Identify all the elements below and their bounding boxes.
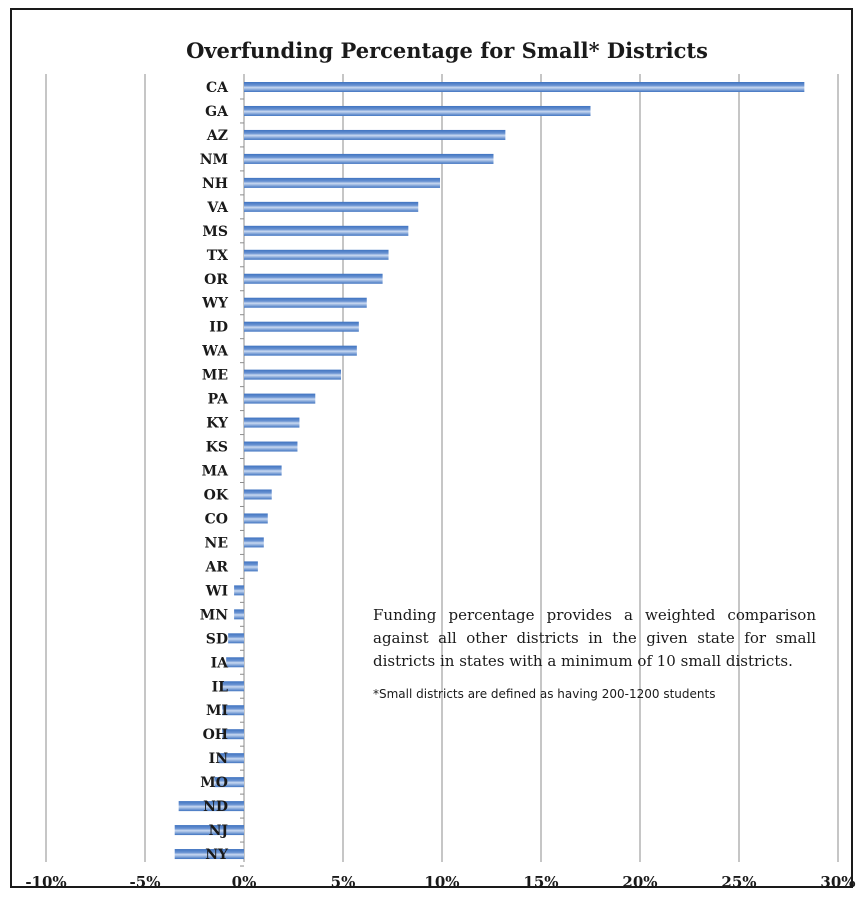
bar-mn — [234, 609, 244, 620]
footnote: *Small districts are defined as having 2… — [373, 687, 716, 701]
category-label-co: CO — [205, 511, 228, 527]
x-tick-label: -10% — [25, 873, 66, 891]
bar-sd — [228, 633, 244, 644]
category-label-ne: NE — [205, 535, 228, 551]
bar-ca — [244, 82, 805, 92]
bar-co — [244, 513, 268, 524]
bar-ks — [244, 441, 298, 452]
bar-mi — [222, 705, 244, 716]
category-label-ca: CA — [206, 80, 229, 96]
category-label-nm: NM — [200, 152, 228, 168]
bar-ms — [244, 225, 409, 236]
bar-il — [222, 681, 244, 692]
bar-pa — [244, 393, 316, 404]
bar-wa — [244, 345, 357, 356]
category-label-ar: AR — [205, 559, 229, 575]
category-label-il: IL — [212, 679, 229, 695]
x-tick-label: 25% — [721, 873, 756, 891]
bar-az — [244, 129, 506, 140]
category-label-in: IN — [209, 751, 229, 767]
category-label-nd: ND — [203, 799, 228, 815]
category-label-mi: MI — [206, 703, 228, 719]
x-tick-label: 20% — [622, 873, 657, 891]
bar-ny — [174, 849, 244, 860]
category-label-wi: WI — [205, 583, 228, 599]
category-label-oh: OH — [203, 727, 228, 743]
category-label-ny: NY — [205, 847, 229, 863]
category-label-id: ID — [209, 320, 228, 336]
x-tick-label: -5% — [130, 873, 161, 891]
x-tick-label: 10% — [424, 873, 459, 891]
category-label-wa: WA — [201, 344, 229, 360]
annotation-box: Funding percentage provides a weighted c… — [373, 604, 816, 701]
bar-va — [244, 201, 419, 212]
bar-nj — [174, 825, 244, 836]
x-tick-label: 30% — [820, 873, 855, 891]
bar-in — [218, 753, 244, 764]
bar-ar — [244, 561, 258, 572]
bar-wi — [234, 585, 244, 596]
category-label-sd: SD — [206, 631, 228, 647]
category-label-mo: MO — [200, 775, 228, 791]
bar-oh — [222, 729, 244, 740]
grid-lines — [45, 74, 839, 867]
chart-title: Overfunding Percentage for Small* Distri… — [186, 38, 708, 63]
category-label-mn: MN — [200, 607, 228, 623]
bar-ne — [244, 537, 264, 548]
category-label-az: AZ — [206, 128, 228, 144]
x-axis-tick-labels: -10% -5% 0% 5% 10% 15% 20% 25% 30% — [25, 873, 855, 891]
bar-id — [244, 321, 359, 332]
bar-mo — [214, 777, 244, 788]
category-label-wy: WY — [201, 296, 229, 312]
x-tick-label: 15% — [523, 873, 558, 891]
bar-wy — [244, 297, 367, 308]
category-label-ks: KS — [206, 440, 228, 456]
category-label-ms: MS — [202, 224, 228, 240]
bar-nd — [178, 801, 244, 812]
category-label-or: OR — [204, 272, 228, 288]
bar-or — [244, 273, 383, 284]
bar-ga — [244, 105, 591, 116]
category-label-ga: GA — [205, 104, 229, 120]
category-label-ma: MA — [202, 464, 229, 480]
bar-ia — [226, 657, 244, 668]
category-label-va: VA — [206, 200, 229, 216]
category-labels: CA GA AZ NM NH VA MS TX OR WY ID WA ME PA KY KS MA OK CO NE… — [200, 80, 229, 863]
bar-nh — [244, 177, 441, 188]
bar-ky — [244, 417, 300, 428]
annotation-text: Funding percentage provides a weighted c… — [373, 606, 816, 670]
category-label-me: ME — [202, 368, 228, 384]
x-tick-label: 0% — [232, 873, 257, 891]
category-label-nh: NH — [202, 176, 228, 192]
category-label-ok: OK — [204, 487, 229, 503]
category-label-ia: IA — [211, 655, 230, 671]
bar-ma — [244, 465, 282, 476]
bars — [174, 82, 805, 860]
bar-ok — [244, 489, 272, 500]
x-tick-label: 5% — [331, 873, 356, 891]
bar-me — [244, 369, 342, 380]
category-label-ky: KY — [206, 416, 229, 432]
category-label-tx: TX — [207, 248, 228, 264]
bar-tx — [244, 249, 389, 260]
category-label-pa: PA — [208, 392, 230, 408]
category-label-nj: NJ — [209, 823, 229, 839]
bar-nm — [244, 153, 494, 164]
